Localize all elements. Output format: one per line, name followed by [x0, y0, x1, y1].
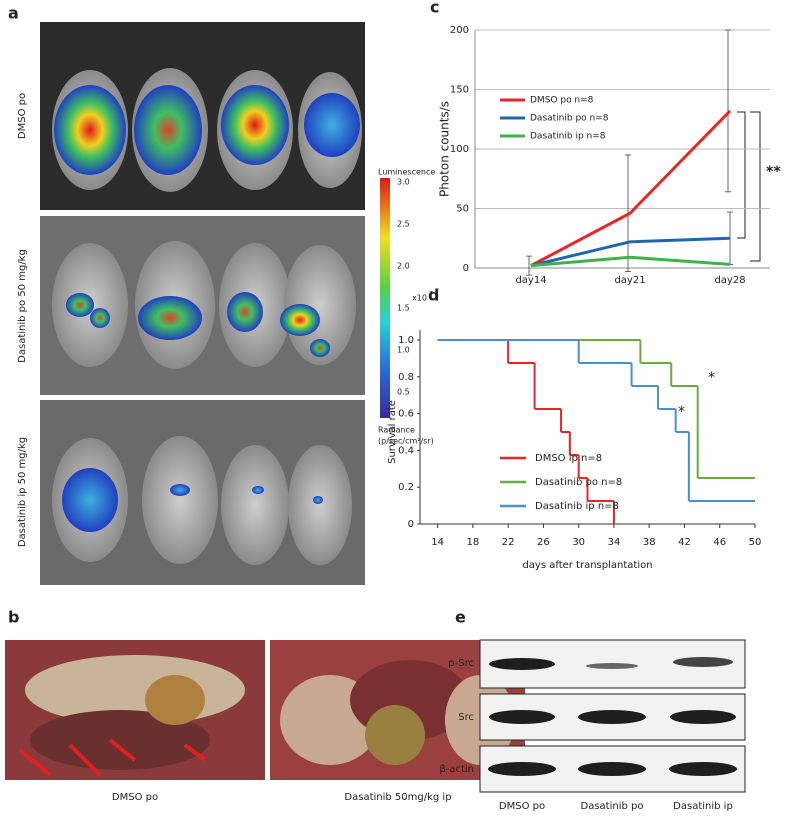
y-tick-label: 200 [450, 25, 469, 36]
panel-label: d [428, 286, 439, 305]
x-tick-label: 34 [608, 537, 621, 548]
x-tick-label: 46 [713, 537, 726, 548]
colorbar-tick-label: 2.5 [397, 220, 410, 229]
series-line [530, 255, 731, 268]
y-tick-label: 150 [450, 85, 469, 96]
row-label: DMSO po [17, 93, 28, 139]
blot-column-label: Dasatinib po [581, 801, 644, 812]
blot-column-label: DMSO po [499, 801, 545, 812]
y-tick-label: 50 [456, 204, 469, 215]
colorbar-tick-label: 3.0 [397, 178, 410, 187]
western-blot [479, 639, 746, 793]
annotation: * [678, 404, 685, 420]
y-tick-label: 1.0 [398, 335, 414, 346]
x-tick-label: 22 [502, 537, 515, 548]
y-tick-label: 100 [450, 144, 469, 155]
colorbar-exponent: 7 [429, 291, 433, 298]
colorbar-tick-label: 1.0 [397, 346, 410, 355]
x-tick-label: 38 [643, 537, 656, 548]
colorbar-label: Radiance [378, 426, 415, 435]
x-tick-label: 42 [678, 537, 691, 548]
x-tick-label: day14 [515, 275, 546, 286]
row-label: Dasatinib po 50 mg/kg [17, 249, 28, 363]
significance-bracket [737, 111, 761, 262]
x-tick-label: 30 [572, 537, 585, 548]
y-tick-label: 0 [463, 263, 469, 274]
panel-label: a [8, 4, 19, 23]
photos [5, 640, 525, 780]
y-tick-label: 0.2 [398, 482, 414, 493]
annotation: ** [766, 164, 781, 180]
colorbar-multiplier: x10 [412, 294, 427, 303]
y-axis-label: Survival rate [387, 400, 398, 464]
panel-label: b [8, 608, 19, 627]
legend-label: Dasatinib po n=8 [530, 114, 609, 124]
legend-label: Dasatinib po n=8 [535, 477, 622, 488]
panel-label: c [430, 0, 439, 17]
colorbar-label: (p/sec/cm²/sr) [378, 437, 434, 446]
blot-row-label: p-Src [448, 658, 474, 669]
x-tick-label: day28 [714, 275, 745, 286]
y-tick-label: 0 [408, 519, 414, 530]
colorbar-tick-label: 0.5 [397, 388, 410, 397]
x-tick-label: 14 [431, 537, 444, 548]
colorbar-tick-label: 1.5 [397, 304, 410, 313]
colorbar [380, 178, 390, 418]
panel-label: e [455, 608, 466, 627]
x-axis-label: days after transplantation [522, 560, 652, 571]
blot-row-label: β-actin [439, 764, 474, 775]
photo-caption: DMSO po [112, 792, 158, 803]
legend-label: DMSO ip n=8 [535, 453, 602, 464]
series-line [530, 236, 731, 268]
colorbar-title: Luminescence [378, 168, 435, 177]
legend-label: Dasatinib ip n=8 [530, 132, 606, 142]
y-tick-label: 0.8 [398, 372, 414, 383]
colorbar-tick-label: 2.0 [397, 262, 410, 271]
imaging-rows [40, 22, 365, 585]
blot-row-label: Src [458, 712, 474, 723]
x-tick-label: 50 [749, 537, 762, 548]
y-tick-label: 0.4 [398, 445, 414, 456]
y-axis-label: Photon counts/s [438, 101, 452, 197]
y-tick-label: 0.6 [398, 409, 414, 420]
blot-column-label: Dasatinib ip [673, 801, 733, 812]
series-line [530, 109, 732, 267]
x-tick-label: 18 [467, 537, 480, 548]
row-label: Dasatinib ip 50 mg/kg [17, 437, 28, 547]
x-tick-label: 26 [537, 537, 550, 548]
legend-label: DMSO po n=8 [530, 96, 594, 106]
x-tick-label: day21 [614, 275, 645, 286]
legend-label: Dasatinib ip n=8 [535, 501, 619, 512]
photo-caption: Dasatinib 50mg/kg ip [344, 792, 451, 803]
annotation: * [708, 370, 715, 386]
